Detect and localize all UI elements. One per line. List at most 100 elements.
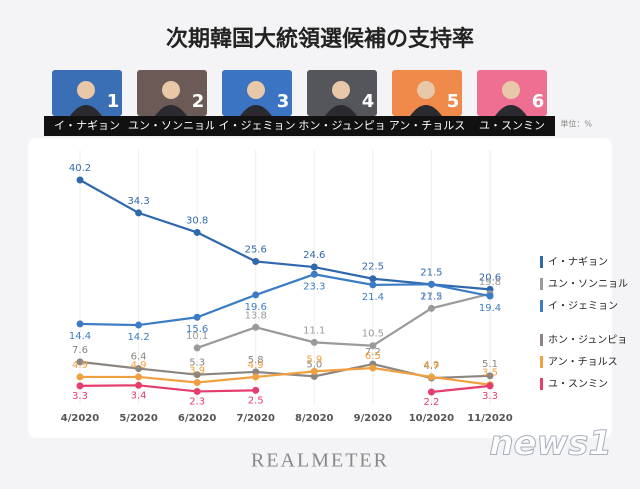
data-label: 5.0 bbox=[306, 359, 322, 370]
data-point bbox=[486, 292, 494, 300]
portrait-head bbox=[332, 81, 350, 99]
data-point bbox=[310, 338, 318, 346]
data-point bbox=[252, 291, 260, 299]
data-point bbox=[486, 382, 494, 390]
card-number: 4 bbox=[362, 91, 375, 112]
data-point bbox=[252, 257, 260, 265]
data-label: 23.3 bbox=[303, 281, 325, 292]
data-label: 21.5 bbox=[420, 267, 442, 278]
data-point bbox=[310, 367, 318, 375]
data-point bbox=[369, 281, 377, 289]
data-label: 3.4 bbox=[131, 390, 147, 401]
data-label: 30.8 bbox=[186, 215, 208, 226]
plot-panel bbox=[28, 138, 612, 438]
data-label: 4.9 bbox=[131, 360, 147, 371]
data-label: 4.7 bbox=[423, 361, 439, 372]
data-point bbox=[369, 275, 377, 283]
data-point bbox=[76, 358, 84, 366]
series-line bbox=[80, 366, 491, 386]
data-label: 6.5 bbox=[365, 351, 381, 362]
data-label: 5.8 bbox=[248, 355, 264, 366]
data-point bbox=[76, 373, 84, 381]
data-label: 25.6 bbox=[245, 244, 267, 255]
legend-label: ホン・ジュンピョ bbox=[548, 334, 627, 346]
data-label: 3.5 bbox=[482, 368, 498, 379]
x-tick-label: 10/2020 bbox=[409, 413, 454, 424]
data-point bbox=[193, 228, 201, 236]
x-tick-label: 8/2020 bbox=[295, 413, 333, 424]
data-point bbox=[252, 368, 260, 376]
data-point bbox=[193, 344, 201, 352]
legend-swatch bbox=[540, 256, 543, 268]
card-name-bg bbox=[214, 116, 300, 136]
data-point bbox=[427, 373, 435, 381]
card-name: イ・ナギョン bbox=[54, 119, 120, 132]
card-number: 3 bbox=[277, 91, 290, 112]
card-number: 1 bbox=[107, 91, 120, 112]
legend-swatch bbox=[540, 278, 543, 290]
data-point bbox=[193, 371, 201, 379]
portrait-body bbox=[325, 105, 357, 116]
x-tick-label: 5/2020 bbox=[119, 413, 157, 424]
data-label: 34.3 bbox=[127, 196, 149, 207]
data-point bbox=[76, 382, 84, 390]
series-line bbox=[79, 273, 491, 327]
data-label: 2.3 bbox=[189, 396, 205, 407]
data-label: 19.6 bbox=[245, 302, 267, 313]
data-point bbox=[193, 387, 201, 395]
data-label: 22.5 bbox=[362, 262, 384, 273]
data-label: 19.4 bbox=[479, 303, 501, 314]
x-tick-label: 7/2020 bbox=[236, 413, 274, 424]
data-point bbox=[369, 364, 377, 372]
data-label: 10.1 bbox=[186, 331, 208, 342]
portrait-head bbox=[502, 81, 520, 99]
legend-swatch bbox=[540, 334, 543, 346]
x-tick-label: 4/2020 bbox=[61, 413, 99, 424]
data-label: 5.9 bbox=[306, 354, 322, 365]
unit-label: 単位：% bbox=[560, 119, 592, 129]
series-line bbox=[79, 384, 491, 394]
data-label: 24.6 bbox=[303, 250, 325, 261]
data-point bbox=[369, 342, 377, 350]
data-label: 20.6 bbox=[479, 272, 501, 283]
card-name: アン・チョルス bbox=[389, 119, 466, 132]
data-label: 5.3 bbox=[189, 358, 205, 369]
portrait-body bbox=[240, 105, 272, 116]
data-label: 40.2 bbox=[69, 163, 91, 174]
card-name-bg bbox=[129, 116, 215, 136]
card-name-bg bbox=[44, 116, 130, 136]
data-label: 21.5 bbox=[420, 291, 442, 302]
data-label: 6.4 bbox=[131, 352, 147, 363]
source: REALMETER bbox=[251, 450, 389, 472]
card-name: ユン・ソンニョル bbox=[128, 119, 216, 132]
data-point bbox=[252, 323, 260, 331]
data-point bbox=[427, 388, 435, 396]
data-point bbox=[310, 270, 318, 278]
x-tick-label: 6/2020 bbox=[178, 413, 216, 424]
data-label: 15.6 bbox=[186, 324, 208, 335]
data-label: 4.9 bbox=[423, 360, 439, 371]
data-label: 4.9 bbox=[248, 360, 264, 371]
portrait-body bbox=[410, 105, 442, 116]
data-label: 5.1 bbox=[482, 359, 498, 370]
data-point bbox=[252, 386, 260, 394]
data-point bbox=[427, 280, 435, 288]
x-tick-label: 9/2020 bbox=[354, 413, 392, 424]
x-tick-label: 11/2020 bbox=[467, 413, 512, 424]
data-point bbox=[193, 379, 201, 387]
data-label: 11.1 bbox=[303, 325, 325, 336]
data-point bbox=[135, 381, 143, 389]
data-point bbox=[76, 320, 84, 328]
card-number: 2 bbox=[192, 91, 205, 112]
legend-label: イ・ジェミョン bbox=[548, 301, 618, 312]
data-label: 3.3 bbox=[72, 391, 88, 402]
series-line bbox=[196, 292, 491, 349]
legend-label: イ・ナギョン bbox=[548, 256, 608, 268]
data-point bbox=[252, 373, 260, 381]
chart-title: 次期韓国大統領選候補の支持率 bbox=[166, 26, 474, 52]
portrait-body bbox=[495, 105, 527, 116]
data-point bbox=[135, 373, 143, 381]
data-label: 2.5 bbox=[248, 395, 264, 406]
portrait-body bbox=[70, 105, 102, 116]
